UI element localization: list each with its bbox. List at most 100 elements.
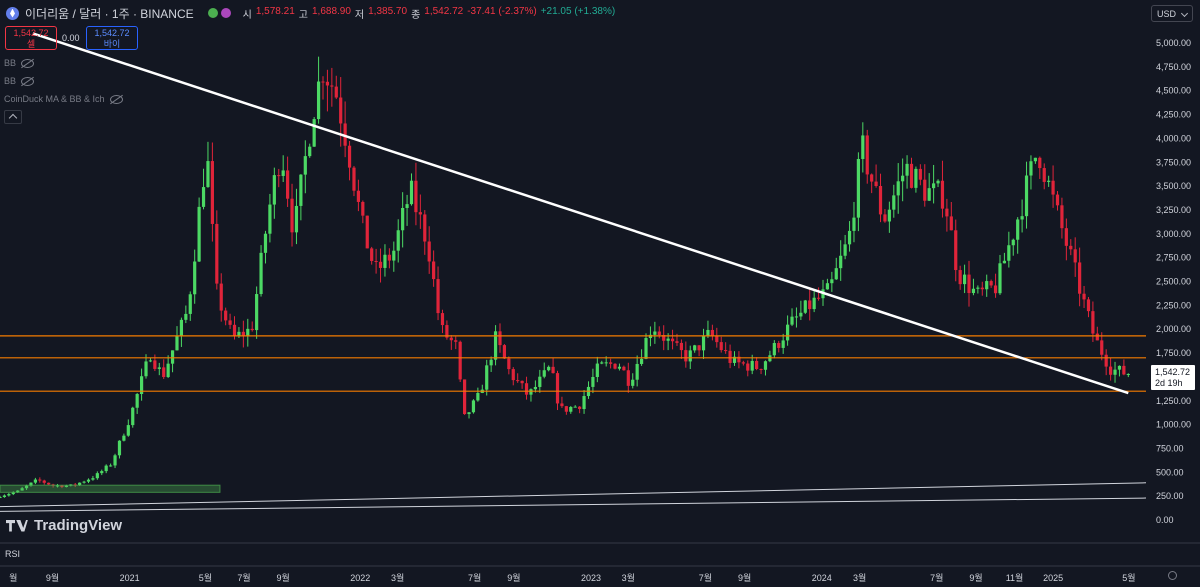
price-tick-label: 3,750.00 bbox=[1156, 157, 1191, 167]
time-axis[interactable]: 월 9월 2021 5월 7월 9월 2022 3월 7월 9월 2023 3월 7월 9월 2024 3월 7… bbox=[0, 542, 1200, 583]
price-axis[interactable]: 5,000.00 4,750.00 4,500.00 4,250.00 4,000.00… bbox=[1156, 38, 1191, 525]
candle bbox=[985, 274, 989, 297]
candle bbox=[737, 351, 741, 369]
candle-body bbox=[772, 343, 776, 356]
long-term-support-line[interactable] bbox=[0, 497, 1147, 512]
candle-body bbox=[396, 230, 400, 251]
candle-body bbox=[303, 156, 307, 175]
candle-body bbox=[861, 135, 865, 159]
candle bbox=[489, 356, 493, 372]
rsi-pane-label[interactable]: RSI bbox=[5, 549, 21, 559]
candle bbox=[445, 320, 449, 340]
candle-body bbox=[1122, 365, 1126, 375]
candle bbox=[622, 365, 626, 371]
candle bbox=[409, 173, 414, 206]
candle-body bbox=[263, 233, 268, 253]
candle-body bbox=[551, 366, 555, 374]
time-tick-label: 5월 bbox=[199, 572, 212, 583]
candle bbox=[215, 210, 219, 290]
candle-body bbox=[794, 316, 799, 318]
candle bbox=[1078, 247, 1082, 307]
time-tick-label: 7월 bbox=[699, 572, 712, 583]
indicator-coinduck[interactable]: CoinDuck MA & BB & Ich bbox=[4, 94, 123, 104]
descending-trendline[interactable] bbox=[32, 32, 1129, 395]
candle-body bbox=[878, 186, 883, 215]
candle bbox=[1020, 199, 1024, 233]
candle-body bbox=[339, 97, 343, 124]
candle bbox=[626, 362, 630, 393]
eye-off-icon[interactable] bbox=[109, 94, 123, 104]
candle bbox=[976, 285, 980, 294]
indicator-bb-1[interactable]: BB bbox=[4, 58, 35, 68]
candle-body bbox=[356, 190, 361, 202]
candle bbox=[940, 160, 945, 218]
candle bbox=[308, 143, 312, 158]
buy-button[interactable]: 1,542.72 바이 bbox=[86, 26, 138, 50]
candle-body bbox=[710, 329, 714, 337]
indicator-bb-2[interactable]: BB bbox=[4, 76, 35, 86]
long-term-support-line[interactable] bbox=[0, 482, 1147, 508]
tradingview-logo[interactable]: TradingView bbox=[6, 517, 122, 534]
candle-body bbox=[502, 345, 507, 359]
candle-body bbox=[834, 268, 838, 280]
candle bbox=[591, 368, 595, 394]
candle-body bbox=[732, 356, 737, 363]
candle bbox=[334, 75, 338, 100]
candle bbox=[1095, 326, 1099, 341]
candle bbox=[918, 164, 922, 186]
time-tick-label: 2024 bbox=[812, 573, 832, 583]
candle-body bbox=[290, 198, 294, 233]
price-tick-label: 3,250.00 bbox=[1156, 205, 1191, 215]
candle-body bbox=[109, 465, 113, 467]
time-tick-label: 9월 bbox=[46, 572, 59, 583]
price-tick-label: 4,500.00 bbox=[1156, 86, 1191, 96]
candle-body bbox=[962, 274, 967, 285]
demand-zone[interactable] bbox=[0, 484, 221, 493]
eye-off-icon[interactable] bbox=[21, 76, 35, 86]
candle-body bbox=[42, 480, 46, 483]
candle bbox=[356, 179, 361, 212]
sell-price: 1,542.72 bbox=[13, 28, 49, 38]
candle bbox=[617, 363, 622, 371]
candle-body bbox=[445, 325, 449, 338]
symbol-title[interactable]: 이더리움 / 달러 · 1주 · BINANCE bbox=[25, 6, 194, 21]
sell-button[interactable]: 1,542.72 셀 bbox=[5, 26, 57, 50]
candle bbox=[193, 249, 197, 304]
candle-body bbox=[334, 86, 338, 98]
candle bbox=[609, 358, 613, 369]
candle-body bbox=[622, 366, 626, 371]
candle bbox=[321, 76, 325, 100]
candle bbox=[954, 219, 958, 282]
candle-body bbox=[870, 174, 874, 182]
candle bbox=[414, 162, 418, 226]
candle bbox=[277, 168, 281, 188]
sell-label: 셀 bbox=[26, 39, 36, 49]
candle bbox=[38, 477, 42, 483]
candle-body bbox=[2, 495, 7, 498]
collapse-indicators-button[interactable] bbox=[4, 110, 22, 124]
candle-body bbox=[816, 297, 821, 299]
candle-body bbox=[529, 389, 533, 395]
candle-body bbox=[86, 479, 91, 482]
candle-body bbox=[653, 331, 657, 335]
currency-select[interactable]: USD bbox=[1151, 5, 1193, 22]
time-tick-label: 7월 bbox=[930, 572, 943, 583]
candle-body bbox=[547, 366, 551, 371]
eye-off-icon[interactable] bbox=[21, 58, 35, 68]
candle-body bbox=[728, 350, 732, 363]
candle-body bbox=[206, 161, 210, 188]
candle-body bbox=[299, 174, 303, 206]
candle-body bbox=[573, 406, 577, 408]
candle-body bbox=[666, 338, 670, 341]
drawing-overlays[interactable] bbox=[0, 32, 1147, 512]
settings-icon[interactable] bbox=[1168, 571, 1177, 580]
candle-body bbox=[1011, 239, 1015, 246]
candle bbox=[701, 328, 706, 360]
symbol-header[interactable]: 이더리움 / 달러 · 1주 · BINANCE 시 1,578.21 고 1,688… bbox=[6, 4, 615, 22]
candle bbox=[197, 197, 201, 263]
tradingview-logo-icon bbox=[6, 520, 28, 532]
candle-body bbox=[909, 163, 914, 188]
candle bbox=[1082, 285, 1086, 308]
candle bbox=[29, 482, 33, 487]
